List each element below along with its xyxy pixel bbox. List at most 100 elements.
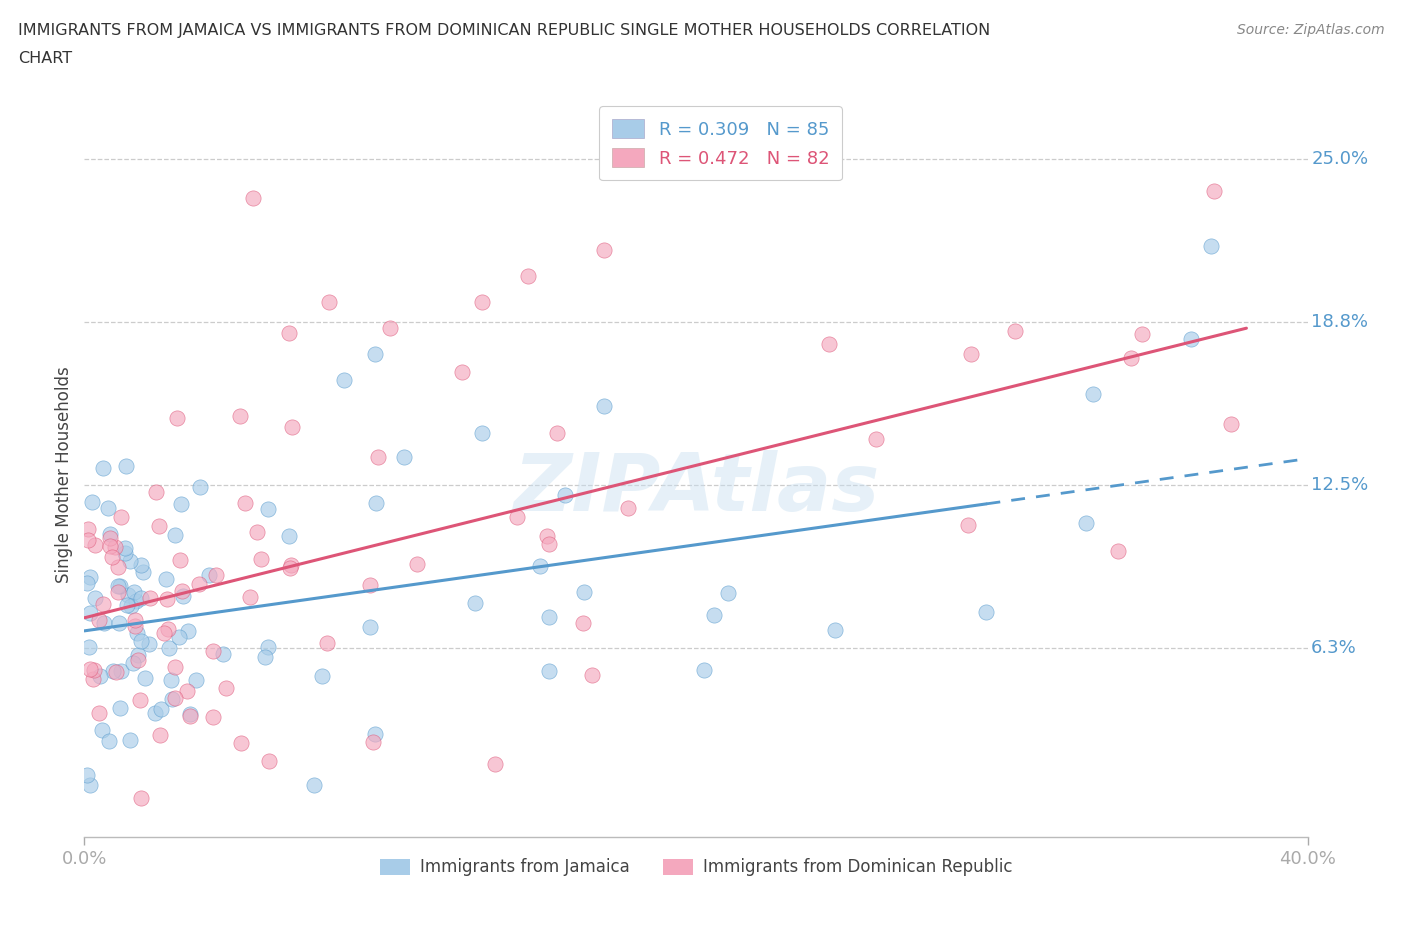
Point <box>361 735 384 750</box>
Point <box>593 243 616 258</box>
Point <box>117 588 139 603</box>
Point <box>172 589 194 604</box>
Point <box>202 710 225 724</box>
Point <box>84 591 107 605</box>
Point <box>380 321 402 336</box>
Point <box>115 458 138 473</box>
Point <box>1130 326 1153 341</box>
Point <box>201 644 224 658</box>
Point <box>536 528 558 543</box>
Text: ZIPAtlas: ZIPAtlas <box>513 450 879 528</box>
Point <box>93 596 115 611</box>
Point <box>76 576 98 591</box>
Point <box>110 510 132 525</box>
Point <box>364 726 387 741</box>
Point <box>212 647 235 662</box>
Point <box>132 565 155 579</box>
Point <box>257 640 280 655</box>
Point <box>242 191 264 206</box>
Point <box>214 680 236 695</box>
Text: Source: ZipAtlas.com: Source: ZipAtlas.com <box>1237 23 1385 37</box>
Point <box>229 736 252 751</box>
Point <box>179 709 201 724</box>
Point <box>537 537 560 551</box>
Point <box>198 568 221 583</box>
Point <box>82 671 104 686</box>
Point <box>316 635 339 650</box>
Point <box>1119 351 1142 365</box>
Point <box>83 663 105 678</box>
Text: 12.5%: 12.5% <box>1312 476 1368 494</box>
Point <box>143 706 166 721</box>
Point <box>245 525 267 539</box>
Point <box>79 605 101 620</box>
Point <box>865 432 887 446</box>
Point <box>108 700 131 715</box>
Point <box>98 734 121 749</box>
Point <box>129 790 152 805</box>
Point <box>122 585 145 600</box>
Point <box>960 347 983 362</box>
Point <box>464 595 486 610</box>
Point <box>817 337 839 352</box>
Point <box>145 485 167 500</box>
Point <box>90 723 112 737</box>
Point <box>156 621 179 636</box>
Point <box>302 777 325 792</box>
Point <box>120 733 142 748</box>
Point <box>450 365 472 379</box>
Point <box>957 517 980 532</box>
Point <box>716 586 738 601</box>
Point <box>79 662 101 677</box>
Point <box>169 552 191 567</box>
Text: 18.8%: 18.8% <box>1312 312 1368 331</box>
Point <box>93 616 115 631</box>
Point <box>127 626 149 641</box>
Point <box>149 728 172 743</box>
Text: 6.3%: 6.3% <box>1312 639 1357 657</box>
Point <box>974 604 997 619</box>
Point <box>176 684 198 698</box>
Point <box>76 533 98 548</box>
Point <box>516 269 538 284</box>
Point <box>484 757 506 772</box>
Point <box>250 552 273 567</box>
Point <box>617 501 640 516</box>
Point <box>153 626 176 641</box>
Point <box>148 518 170 533</box>
Point <box>114 546 136 561</box>
Point <box>239 590 262 604</box>
Point <box>138 636 160 651</box>
Point <box>229 408 252 423</box>
Point <box>359 578 381 593</box>
Point <box>115 597 138 612</box>
Point <box>394 449 416 464</box>
Point <box>311 668 333 683</box>
Point <box>124 613 146 628</box>
Point <box>1004 324 1026 339</box>
Point <box>554 487 576 502</box>
Point <box>187 577 209 591</box>
Point <box>359 619 381 634</box>
Point <box>824 622 846 637</box>
Point <box>98 538 121 553</box>
Point <box>254 649 277 664</box>
Point <box>471 425 494 440</box>
Point <box>157 641 180 656</box>
Point <box>278 528 301 543</box>
Point <box>77 522 100 537</box>
Point <box>80 495 103 510</box>
Point <box>107 584 129 599</box>
Point <box>1076 515 1098 530</box>
Point <box>124 619 146 634</box>
Point <box>529 559 551 574</box>
Point <box>134 671 156 685</box>
Point <box>155 571 177 586</box>
Point <box>256 501 278 516</box>
Point <box>366 496 388 511</box>
Point <box>107 559 129 574</box>
Point <box>406 556 429 571</box>
Point <box>87 705 110 720</box>
Point <box>125 593 148 608</box>
Point <box>114 540 136 555</box>
